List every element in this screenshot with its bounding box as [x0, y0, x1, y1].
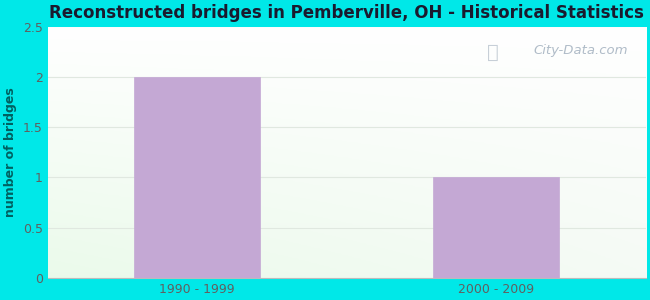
Text: City-Data.com: City-Data.com [534, 44, 628, 57]
Y-axis label: number of bridges: number of bridges [4, 87, 17, 217]
Bar [434, 177, 559, 278]
Text: ⓘ: ⓘ [488, 43, 499, 62]
Title: Reconstructed bridges in Pemberville, OH - Historical Statistics: Reconstructed bridges in Pemberville, OH… [49, 4, 644, 22]
Bar [135, 77, 260, 278]
